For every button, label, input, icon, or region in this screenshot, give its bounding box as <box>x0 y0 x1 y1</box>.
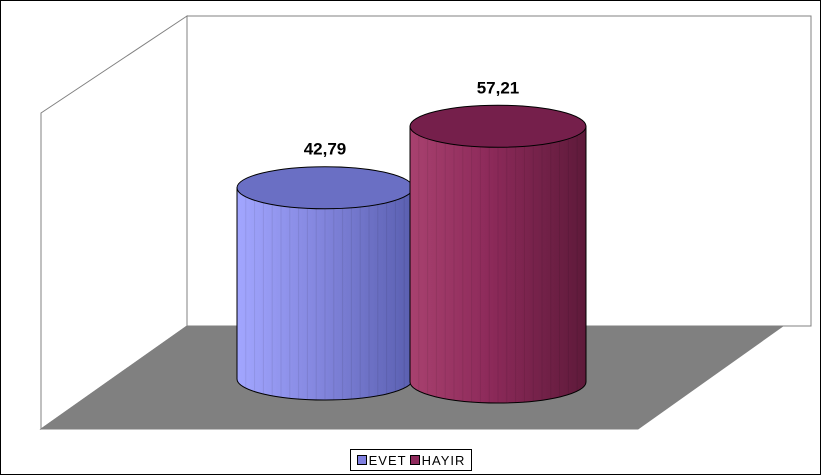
chart-legend: EVET HAYIR <box>350 449 472 471</box>
legend-label-hayir: HAYIR <box>421 452 466 468</box>
legend-swatch-evet <box>356 455 367 465</box>
bar-top-evet <box>236 166 414 210</box>
legend-item-hayir: HAYIR <box>409 452 466 468</box>
data-label-evet: 42,79 <box>304 140 347 159</box>
bar-hayir: 57,21 <box>409 78 587 404</box>
legend-label-evet: EVET <box>368 452 407 468</box>
legend-swatch-hayir <box>409 455 420 465</box>
legend-item-evet: EVET <box>356 452 407 468</box>
bar-body-hayir <box>409 125 587 404</box>
data-label-hayir: 57,21 <box>477 78 520 97</box>
bar-body-evet <box>236 187 414 401</box>
bar-evet: 42,79 <box>236 140 414 401</box>
bar-top-hayir <box>409 104 587 148</box>
